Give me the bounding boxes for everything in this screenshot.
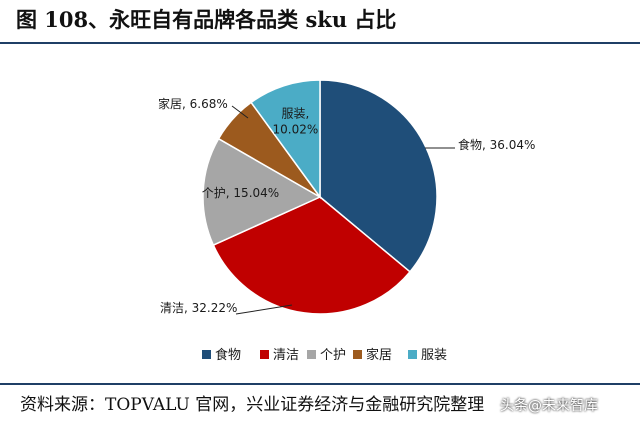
legend-label-4: 服装 — [421, 348, 447, 363]
source-note: 资料来源：TOPVALU 官网，兴业证券经济与金融研究院整理 — [20, 395, 485, 415]
leader-line-3 — [231, 105, 249, 119]
pie-slice-0 — [319, 79, 438, 273]
pie-slice-2 — [202, 137, 322, 247]
legend-swatch-1 — [260, 350, 269, 359]
pie-slice-4 — [250, 79, 321, 200]
data-label-1: 清洁, 32.22% — [160, 301, 237, 315]
data-label-2: 个护, 15.04% — [202, 186, 279, 200]
legend-swatch-4 — [408, 350, 417, 359]
data-label-0: 食物, 36.04% — [458, 137, 535, 152]
leader-line-1 — [235, 304, 293, 315]
legend-label-0: 食物 — [215, 347, 241, 363]
legend-swatch-3 — [353, 350, 362, 359]
legend-label-1: 清洁 — [273, 348, 299, 363]
legend-label-2: 个护 — [320, 348, 346, 363]
legend-swatch-2 — [307, 350, 316, 359]
watermark: 头条@未来智库 — [500, 398, 598, 414]
legend-swatch-0 — [202, 350, 211, 359]
legend-label-3: 家居 — [366, 347, 392, 363]
title-rule — [0, 42, 640, 44]
figure-title: 图 108、永旺自有品牌各品类 sku 占比 — [16, 7, 397, 32]
source-rule — [0, 383, 640, 385]
data-label-3: 家居, 6.68% — [158, 96, 228, 111]
pie-slice-1 — [212, 196, 412, 315]
data-label-4: 服装, 10.02% — [273, 106, 319, 136]
pie-chart: 食物, 36.04% 清洁, 32.22% 个护, 15.04% 家居, 6.68% 服… — [158, 79, 535, 363]
